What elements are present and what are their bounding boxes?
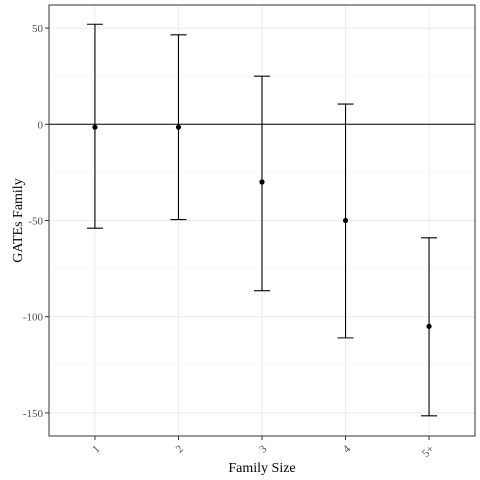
errorbar-group-1 bbox=[86, 23, 103, 229]
point-estimate bbox=[259, 179, 265, 185]
y-axis-title: GATEs Family bbox=[11, 178, 26, 262]
point-estimate bbox=[92, 124, 98, 130]
errorbar-group-3 bbox=[254, 75, 270, 292]
errorbar-group-4 bbox=[337, 103, 354, 339]
y-tick-label: -100 bbox=[23, 312, 44, 324]
y-tick-label: -50 bbox=[28, 216, 43, 228]
y-tick-label: 0 bbox=[38, 119, 44, 131]
errorbar-group-2 bbox=[170, 34, 187, 221]
x-axis-title: Family Size bbox=[228, 461, 295, 476]
point-estimate bbox=[342, 217, 349, 224]
errorbar-group-5+ bbox=[421, 237, 438, 417]
data-marks bbox=[86, 23, 438, 417]
y-tick-label: -150 bbox=[23, 408, 44, 420]
y-axis-ticks: 50 0 -50 -100 -150 bbox=[23, 23, 49, 420]
point-estimate bbox=[426, 323, 432, 329]
y-tick-label: 50 bbox=[32, 23, 44, 35]
point-estimate bbox=[175, 124, 182, 130]
